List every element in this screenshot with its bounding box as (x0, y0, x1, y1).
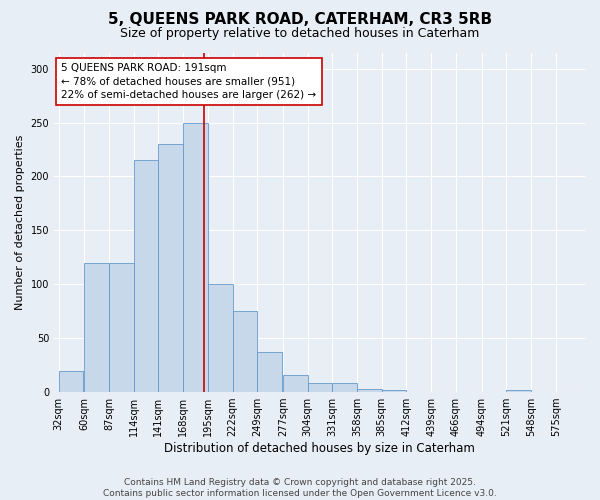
Bar (357, 389, 382, 392)
Bar (283, 375, 308, 392)
Bar (208, 284, 233, 392)
Bar (332, 384, 357, 392)
Text: Size of property relative to detached houses in Caterham: Size of property relative to detached ho… (121, 28, 479, 40)
Bar (158, 144, 183, 392)
Text: 5 QUEENS PARK ROAD: 191sqm
← 78% of detached houses are smaller (951)
22% of sem: 5 QUEENS PARK ROAD: 191sqm ← 78% of deta… (61, 64, 316, 100)
Bar (59, 370, 83, 392)
Text: Contains HM Land Registry data © Crown copyright and database right 2025.
Contai: Contains HM Land Registry data © Crown c… (103, 478, 497, 498)
Bar (183, 122, 208, 392)
Y-axis label: Number of detached properties: Number of detached properties (15, 134, 25, 310)
Bar (308, 384, 332, 392)
Bar (109, 262, 134, 392)
Bar (506, 390, 531, 392)
X-axis label: Distribution of detached houses by size in Caterham: Distribution of detached houses by size … (164, 442, 475, 455)
Bar (84, 262, 109, 392)
Bar (382, 390, 406, 392)
Bar (233, 311, 257, 392)
Bar (134, 160, 158, 392)
Text: 5, QUEENS PARK ROAD, CATERHAM, CR3 5RB: 5, QUEENS PARK ROAD, CATERHAM, CR3 5RB (108, 12, 492, 28)
Bar (257, 352, 282, 392)
